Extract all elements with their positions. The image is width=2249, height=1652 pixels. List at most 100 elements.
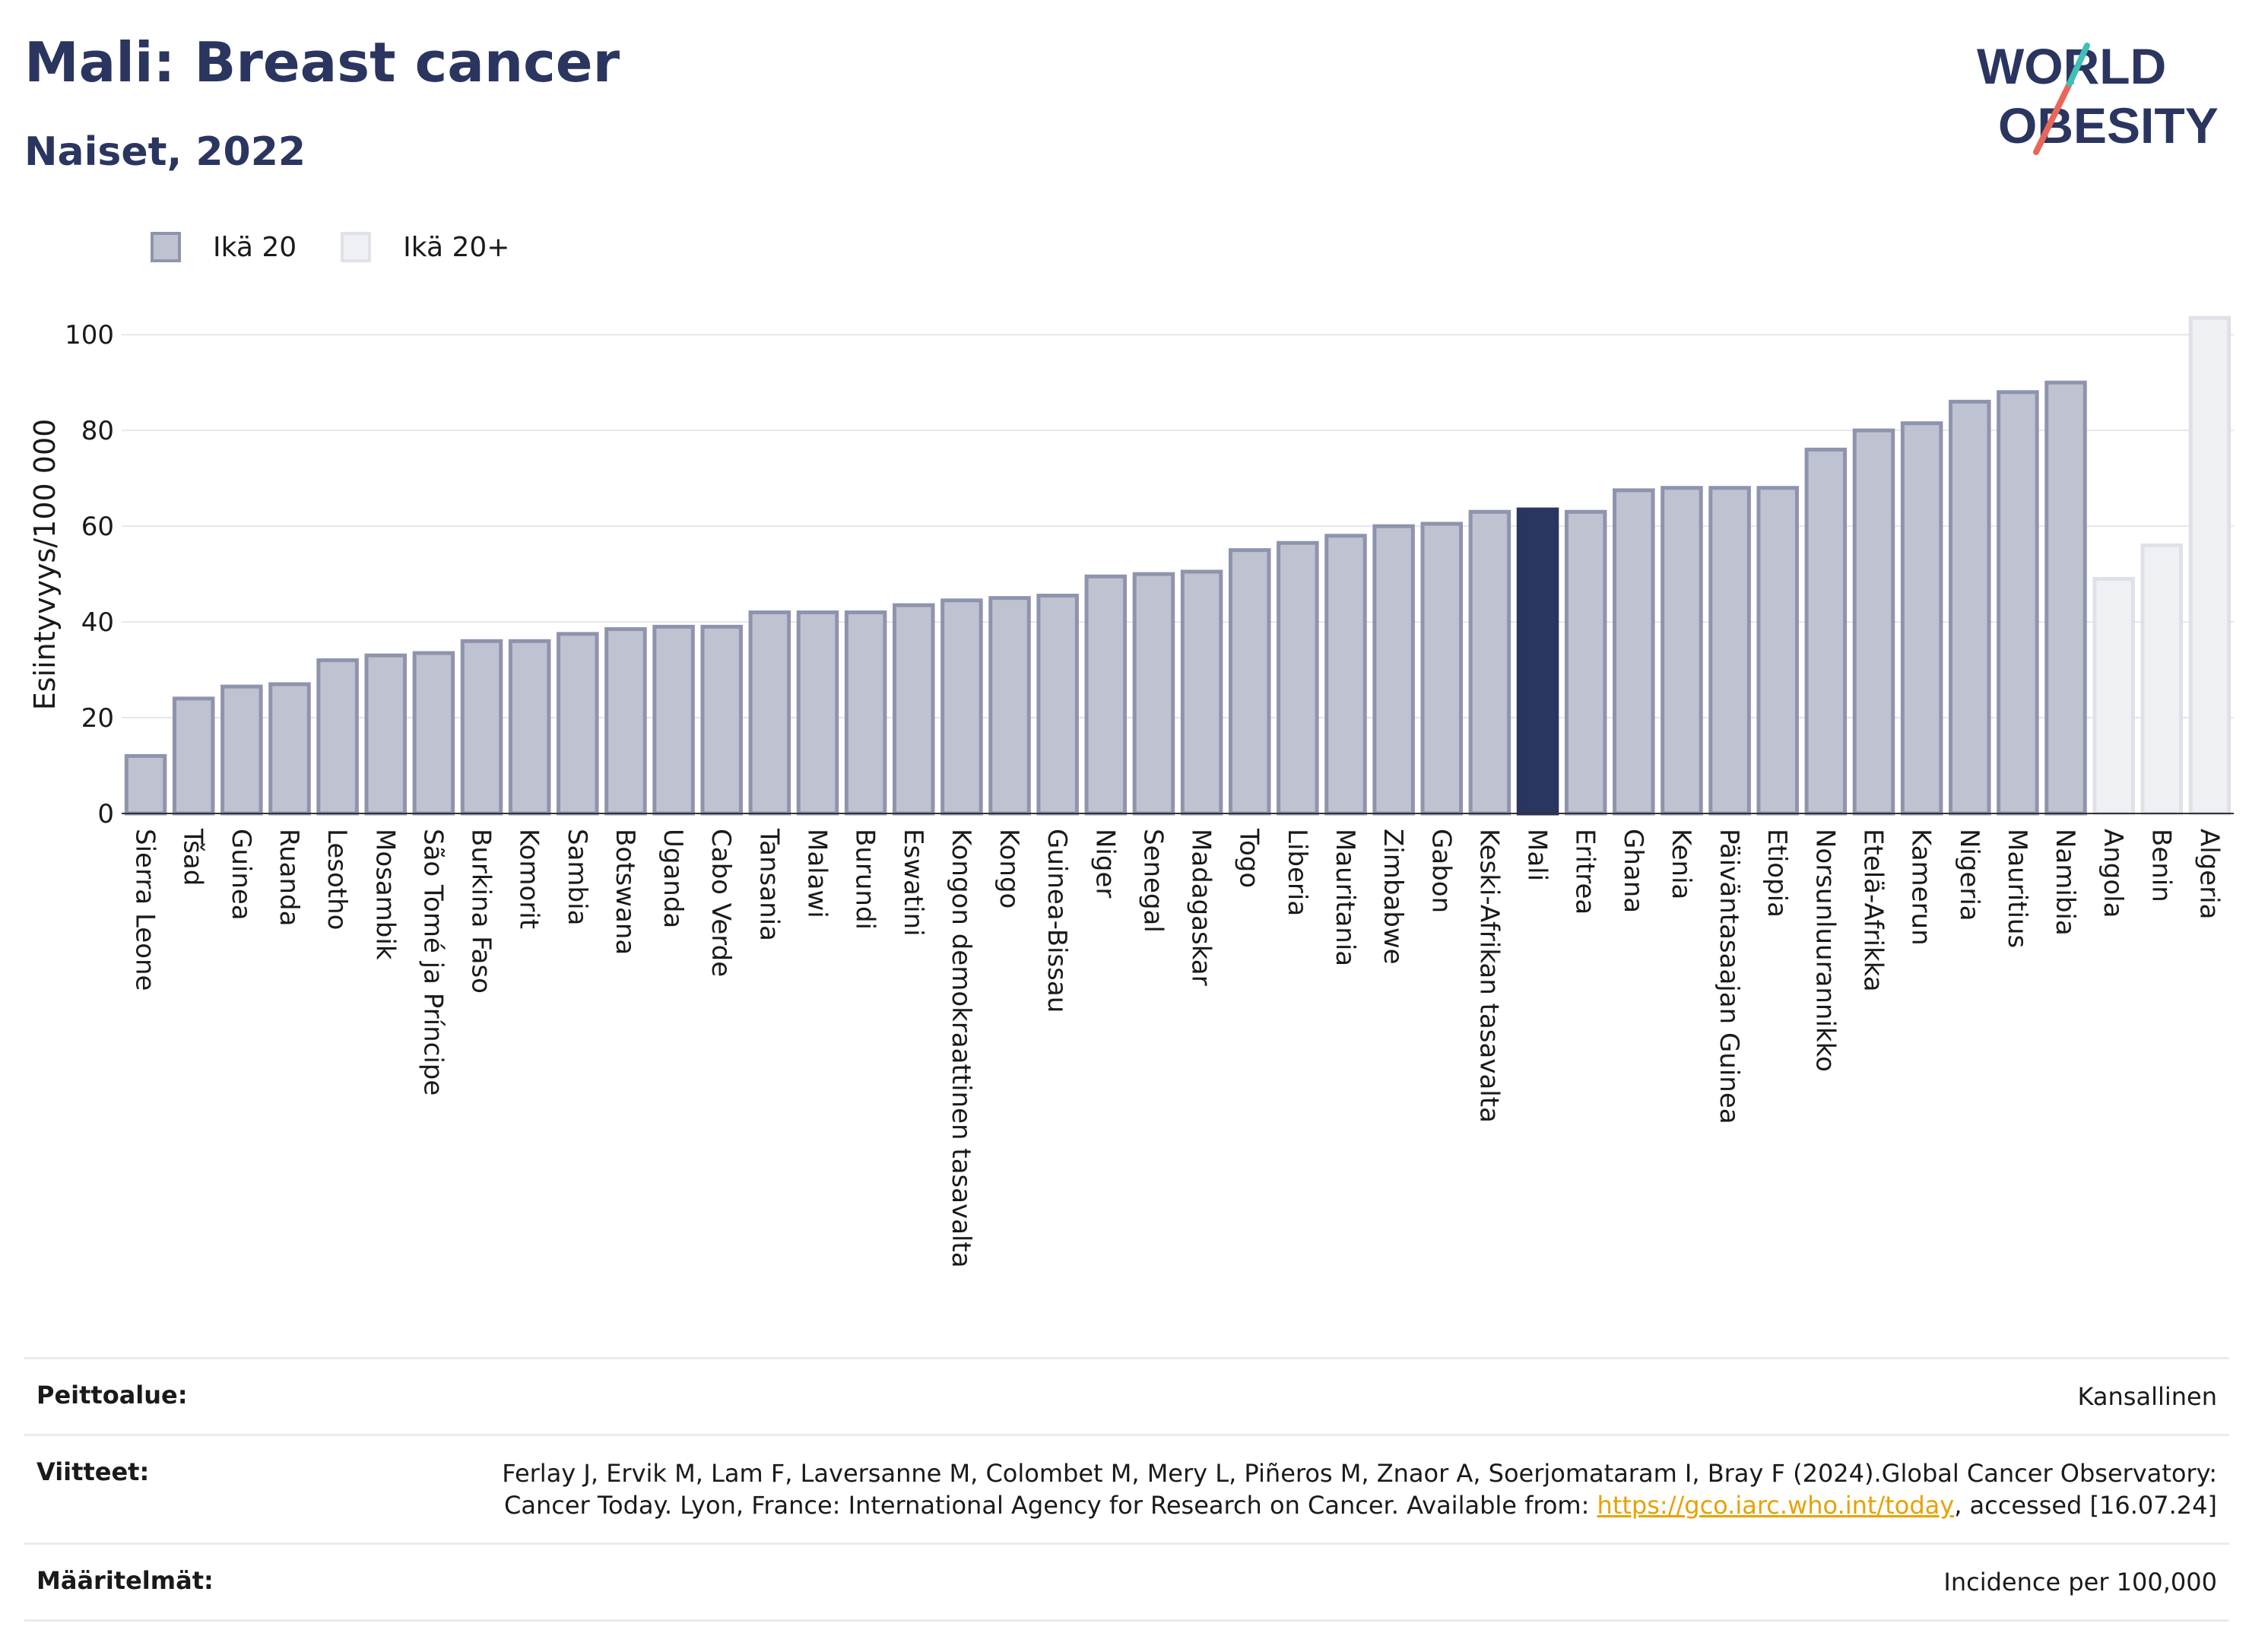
bar	[748, 610, 791, 816]
x-tick-label: Kongo	[994, 829, 1024, 908]
legend-swatch-age20plus	[341, 232, 372, 262]
x-tick-label: Etiopia	[1762, 829, 1792, 918]
legend-item-age20[interactable]: Ikä 20	[151, 232, 297, 263]
x-tick-label: Kenia	[1666, 829, 1696, 899]
x-tick-label: Burundi	[850, 829, 880, 930]
x-tick-label: Liberia	[1282, 829, 1312, 916]
bar	[844, 610, 887, 816]
bar	[1564, 509, 1607, 816]
bar	[1756, 486, 1799, 816]
definitions-value: Incidence per 100,000	[1943, 1568, 2217, 1597]
bar	[412, 651, 455, 816]
bar	[941, 598, 983, 816]
legend-item-age20plus[interactable]: Ikä 20+	[341, 232, 509, 263]
bar	[796, 610, 839, 816]
definitions-label: Määritelmät:	[36, 1566, 214, 1595]
legend-swatch-age20	[151, 232, 181, 262]
footer-row-coverage: Peittoalue: Kansallinen	[24, 1357, 2229, 1434]
x-tick-label: Madagaskar	[1186, 829, 1216, 986]
bar	[1420, 522, 1464, 816]
bar	[1900, 421, 1943, 816]
x-tick-label: Sierra Leone	[130, 829, 160, 991]
x-tick-label: Nigeria	[1954, 829, 1984, 921]
bar	[1613, 488, 1655, 816]
page-title: Mali: Breast cancer	[24, 30, 620, 94]
bar	[1036, 593, 1079, 816]
references-value: Ferlay J, Ervik M, Lam F, Laversanne M, …	[430, 1457, 2217, 1521]
bar	[364, 653, 408, 816]
x-tick-label: Ghana	[1618, 829, 1648, 913]
bar	[1661, 486, 1703, 816]
references-link[interactable]: https://gco.iarc.who.int/today	[1597, 1491, 1955, 1520]
bar	[1516, 507, 1559, 816]
bar	[988, 596, 1031, 816]
x-tick-label: Mauritius	[2002, 829, 2032, 948]
x-tick-label: Angola	[2098, 829, 2128, 918]
footer-row-definitions: Määritelmät: Incidence per 100,000	[24, 1543, 2229, 1622]
x-tick-label: Mali	[1522, 829, 1553, 881]
bar	[1804, 447, 1848, 816]
references-label: Viitteet:	[36, 1457, 150, 1486]
x-tick-label: São Tomé ja Príncipe	[417, 829, 448, 1096]
logo-line2: OBESITY	[1998, 97, 2219, 154]
x-tick-label: Ruanda	[274, 829, 304, 926]
bar	[1228, 548, 1271, 816]
legend-label-age20: Ikä 20	[213, 231, 297, 263]
bar	[460, 639, 503, 816]
bar	[557, 632, 599, 816]
bar	[1180, 569, 1223, 816]
legend-label-age20plus: Ikä 20+	[403, 231, 510, 263]
x-tick-label: Mauritania	[1330, 829, 1360, 966]
x-tick-label: Etelä-Afrikka	[1857, 829, 1888, 992]
bar	[2140, 543, 2184, 816]
bar	[892, 603, 935, 816]
bar	[268, 682, 311, 816]
bar	[604, 627, 647, 816]
x-tick-label: Malawi	[801, 829, 832, 918]
chart-footer: Peittoalue: Kansallinen Viitteet: Ferlay…	[24, 1357, 2229, 1622]
references-text: Ferlay J, Ervik M, Lam F, Laversanne M, …	[502, 1459, 2217, 1520]
bar	[316, 658, 359, 816]
x-tick-label: Cabo Verde	[706, 829, 736, 977]
y-tick-label: 60	[81, 512, 114, 542]
x-tick-label: Keski-Afrikan tasavalta	[1473, 829, 1504, 1123]
x-tick-label: Benin	[2146, 829, 2176, 902]
x-tick-label: Eritrea	[1570, 829, 1600, 915]
x-tick-label: Zimbabwe	[1378, 829, 1408, 965]
bar	[1084, 574, 1128, 816]
bar-chart: 0 20 40 60 80 100 Esiintyvyys/100 000 Sierra Le…	[28, 315, 2234, 1268]
logo-slash-teal	[2067, 43, 2090, 87]
x-tick-label: Guinea-Bissau	[1042, 829, 1072, 1013]
x-tick-label: Mosambik	[370, 829, 400, 960]
x-tick-label: Togo	[1234, 828, 1264, 888]
footer-row-references: Viitteet: Ferlay J, Ervik M, Lam F, Lave…	[24, 1434, 2229, 1543]
y-tick-label: 100	[65, 320, 114, 350]
bar	[1708, 486, 1751, 816]
x-tick-label: Senegal	[1137, 829, 1168, 933]
x-tick-label: Tansania	[753, 828, 784, 941]
x-tick-label: Norsunluurannikko	[1810, 829, 1840, 1072]
bar	[2188, 315, 2232, 816]
bar	[124, 753, 167, 816]
y-axis-label: Esiintyvyys/100 000	[28, 419, 62, 711]
x-tick-label: Burkina Faso	[466, 829, 496, 994]
y-tick-label: 80	[81, 416, 114, 446]
coverage-label: Peittoalue:	[36, 1381, 188, 1409]
logo-slash-red	[2033, 81, 2073, 155]
x-tick-label: Lesotho	[322, 829, 352, 930]
page-subtitle: Naiset, 2022	[24, 129, 306, 175]
x-tick-label: Kongon demokraattinen tasavalta	[946, 829, 976, 1268]
x-tick-label: Sambia	[562, 829, 592, 925]
x-tick-label: Päiväntasaajan Guinea	[1714, 829, 1744, 1124]
bar	[1997, 390, 2039, 816]
bar	[508, 639, 551, 816]
x-tick-label: Algeria	[2193, 829, 2224, 919]
chart-legend: Ikä 20 Ikä 20+	[151, 224, 554, 270]
bar	[172, 696, 215, 816]
coverage-value: Kansallinen	[2077, 1382, 2217, 1411]
bar	[1468, 509, 1511, 816]
bar	[220, 684, 263, 816]
y-tick-label: 0	[97, 799, 114, 829]
y-tick-label: 40	[81, 607, 114, 638]
bar	[652, 624, 695, 816]
